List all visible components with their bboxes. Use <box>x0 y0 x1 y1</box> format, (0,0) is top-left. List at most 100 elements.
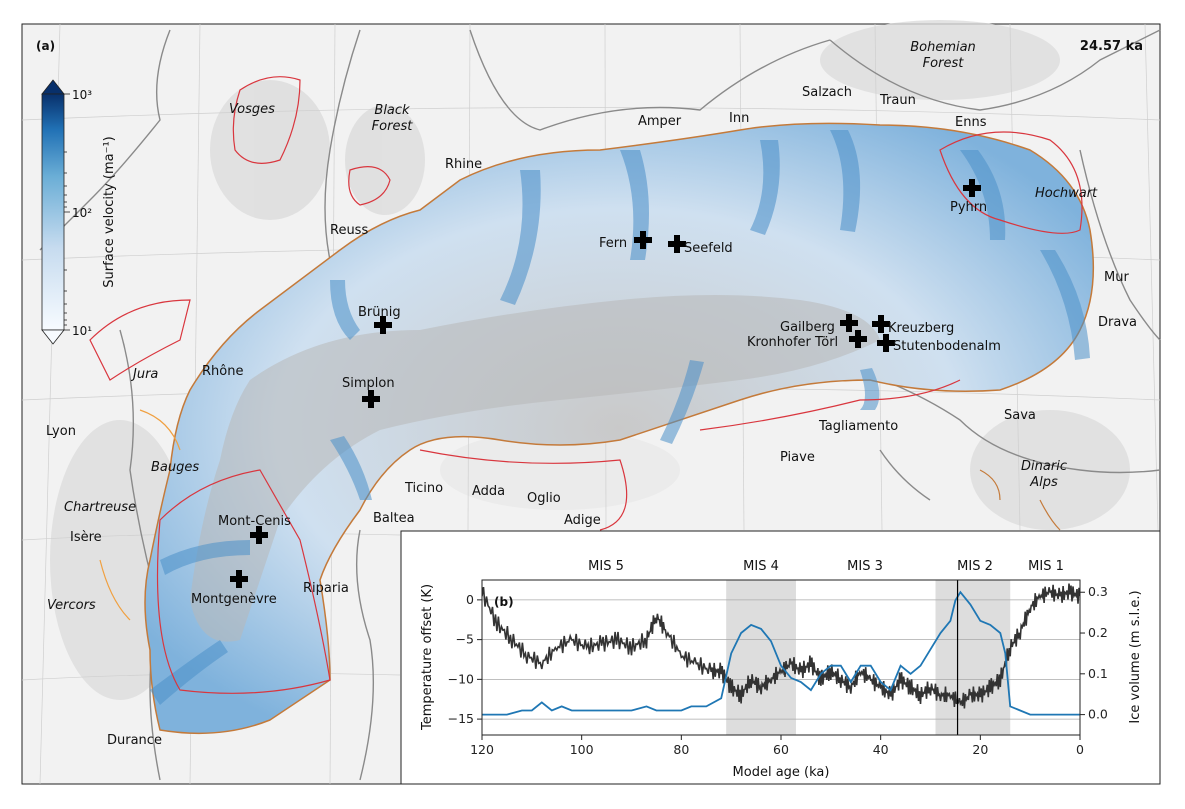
mis-3-label: MIS 3 <box>847 559 883 574</box>
x-tick-label: 100 <box>570 742 594 757</box>
mis-labels: MIS 5 MIS 4 MIS 3 MIS 2 MIS 1 <box>588 559 1064 574</box>
label-riparia: Riparia <box>303 581 349 596</box>
label-hochwart: Hochwart <box>1035 186 1098 201</box>
pass-marker-kreuzberg <box>872 315 890 333</box>
label-dinaric-2: Alps <box>1029 475 1058 490</box>
label-ticino: Ticino <box>404 481 443 496</box>
label-chartreuse: Chartreuse <box>64 500 136 515</box>
pass-marker-mont-cenis <box>250 526 268 544</box>
label-tagliamento: Tagliamento <box>818 419 898 434</box>
temperature-series-line <box>482 583 1080 709</box>
label-salzach: Salzach <box>802 85 852 100</box>
label-fern: Fern <box>599 236 627 251</box>
y-axis-right-label: Ice volume (m s.l.e.) <box>1128 590 1143 723</box>
label-lyon: Lyon <box>46 424 76 439</box>
colorbar-ticks <box>64 93 70 331</box>
mis-shades <box>726 580 1011 735</box>
label-jura: Jura <box>130 367 158 382</box>
x-tick-label: 20 <box>972 742 988 757</box>
pass-marker-simplon <box>362 390 380 408</box>
y-left-tick-label: −5 <box>456 632 474 647</box>
y-axis-left-label: Temperature offset (K) <box>420 584 435 731</box>
label-adige: Adige <box>564 513 601 528</box>
label-isere: Isère <box>70 530 102 545</box>
pass-marker-gailberg <box>840 314 858 332</box>
pass-marker-fern <box>634 231 652 249</box>
colorbar: 10³ 10² 10¹ Surface velocity (ma⁻¹) <box>41 79 117 345</box>
y-right-tick-label: 0.3 <box>1088 584 1108 599</box>
ice-sheet-extent <box>144 122 1095 735</box>
y-right-tick-label: 0.0 <box>1088 707 1108 722</box>
pass-marker-pyhrn <box>963 179 981 197</box>
label-brunig: Brünig <box>358 305 401 320</box>
pass-marker-stutenboden <box>877 334 895 352</box>
glacier-lobes <box>150 130 1090 705</box>
label-bohemian-forest-2: Forest <box>923 56 965 71</box>
mis-shade-0 <box>726 580 796 735</box>
pass-marker-brunig <box>374 316 392 334</box>
pass-markers <box>230 179 981 588</box>
label-stutenboden: Stutenbodenalm <box>893 339 1001 354</box>
label-rhone: Rhône <box>202 364 243 379</box>
nunatak-area <box>190 295 880 642</box>
x-tick-label: 80 <box>673 742 689 757</box>
pass-marker-montgenevre <box>230 570 248 588</box>
label-dinaric-1: Dinaric <box>1021 459 1067 474</box>
label-vercors: Vercors <box>47 598 96 613</box>
pass-marker-seefeld <box>668 235 686 253</box>
label-traun: Traun <box>879 93 916 108</box>
label-bohemian-forest-1: Bohemian <box>910 40 976 55</box>
y-axis-left-ticks: 0 −5 −10 −15 <box>448 592 482 726</box>
label-mur: Mur <box>1104 270 1129 285</box>
label-sava: Sava <box>1004 408 1036 423</box>
y-left-tick-label: 0 <box>466 592 474 607</box>
y-right-tick-label: 0.1 <box>1088 666 1108 681</box>
label-adda: Adda <box>472 484 505 499</box>
label-enns: Enns <box>955 115 987 130</box>
label-durance: Durance <box>107 733 162 748</box>
mis-shade-1 <box>935 580 1011 735</box>
x-tick-label: 40 <box>873 742 889 757</box>
label-simplon: Simplon <box>342 376 395 391</box>
label-drava: Drava <box>1098 315 1137 330</box>
mis-4-label: MIS 4 <box>743 559 779 574</box>
mis-1-label: MIS 1 <box>1028 559 1064 574</box>
colorbar-tick-mid: 10² <box>72 206 92 220</box>
label-pyhrn: Pyhrn <box>950 200 987 215</box>
panel-b-label: (b) <box>494 595 514 609</box>
y-left-tick-label: −15 <box>448 711 474 726</box>
ice-volume-series-line <box>482 590 1080 716</box>
y-axis-right-ticks: 0.3 0.2 0.1 0.0 <box>1080 584 1108 722</box>
x-tick-label: 0 <box>1076 742 1084 757</box>
label-black-forest-1: Black <box>374 103 410 118</box>
x-tick-label: 60 <box>773 742 789 757</box>
label-kreuzberg: Kreuzberg <box>888 321 954 336</box>
y-right-tick-label: 0.2 <box>1088 625 1108 640</box>
colorbar-title: Surface velocity (ma⁻¹) <box>102 136 117 287</box>
label-black-forest-2: Forest <box>372 119 414 134</box>
pass-marker-kronhofer <box>849 330 867 348</box>
y-left-tick-label: −10 <box>448 671 474 686</box>
label-baltea: Baltea <box>373 511 415 526</box>
label-vosges: Vosges <box>229 102 275 117</box>
x-tick-label: 120 <box>470 742 494 757</box>
mis-2-label: MIS 2 <box>957 559 993 574</box>
label-oglio: Oglio <box>527 491 561 506</box>
colorbar-bar <box>41 93 65 331</box>
label-gailberg: Gailberg <box>780 320 835 335</box>
ice-margin-outlines <box>89 76 1083 694</box>
label-piave: Piave <box>780 450 815 465</box>
colorbar-tick-bottom: 10¹ <box>72 324 92 338</box>
label-rhine: Rhine <box>445 157 482 172</box>
label-amper: Amper <box>638 114 682 129</box>
label-mont-cenis: Mont-Cenis <box>218 514 291 529</box>
x-axis-label: Model age (ka) <box>733 765 830 780</box>
x-axis-ticks: 120 100 80 60 40 20 0 <box>470 735 1084 757</box>
label-reuss: Reuss <box>330 223 368 238</box>
label-montgenevre: Montgenèvre <box>191 592 277 607</box>
label-bauges: Bauges <box>151 460 199 475</box>
mis-5-label: MIS 5 <box>588 559 624 574</box>
chart-panel: MIS 5 MIS 4 MIS 3 MIS 2 MIS 1 (b) 120 100… <box>400 530 1161 785</box>
colorbar-tick-top: 10³ <box>72 88 92 102</box>
